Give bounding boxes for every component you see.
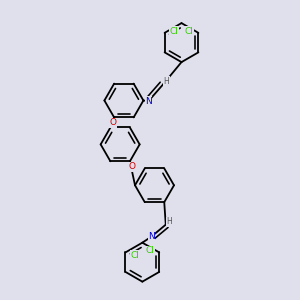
Text: O: O xyxy=(129,162,136,171)
Text: N: N xyxy=(145,97,152,106)
Text: N: N xyxy=(148,232,155,241)
Text: H: H xyxy=(167,217,172,226)
Text: O: O xyxy=(109,118,116,127)
Text: Cl: Cl xyxy=(146,246,155,255)
Text: H: H xyxy=(164,76,169,85)
Text: Cl: Cl xyxy=(130,251,139,260)
Text: Cl: Cl xyxy=(185,27,194,36)
Text: Cl: Cl xyxy=(169,27,178,36)
